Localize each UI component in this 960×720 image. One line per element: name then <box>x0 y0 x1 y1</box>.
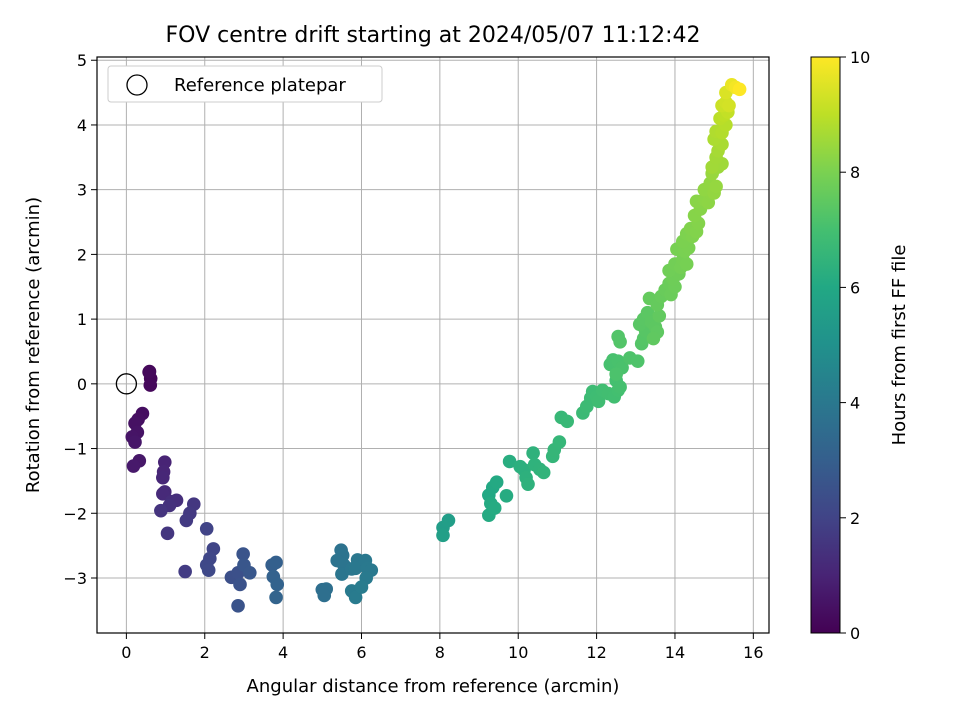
data-point <box>154 503 168 518</box>
data-point <box>233 577 247 592</box>
data-point <box>560 414 575 429</box>
data-point <box>348 590 363 605</box>
legend-marker-reference <box>126 74 148 96</box>
chart-title: FOV centre drift starting at 2024/05/07 … <box>166 23 701 48</box>
legend-box <box>107 65 383 103</box>
data-point <box>243 566 257 580</box>
colorbar-tick-label: 4 <box>850 394 860 413</box>
x-tick-label: 0 <box>121 643 131 662</box>
data-point <box>526 446 540 460</box>
x-axis-label: Angular distance from reference (arcmin) <box>247 676 620 697</box>
colorbar-ticks: 0 2 4 6 8 10 <box>840 48 870 643</box>
y-axis-label: Rotation from reference (arcmin) <box>23 197 44 493</box>
x-tick-label: 10 <box>508 643 528 662</box>
data-point <box>236 547 250 561</box>
x-tick-label: 6 <box>356 643 366 662</box>
data-point <box>722 98 736 113</box>
colorbar-tick-label: 8 <box>850 163 860 182</box>
data-point <box>613 334 627 349</box>
data-point <box>441 513 456 528</box>
data-point <box>231 599 245 613</box>
y-tick-label: 1 <box>77 310 87 329</box>
grid <box>97 57 769 633</box>
colorbar-gradient <box>810 56 841 634</box>
colorbar: 0 2 4 6 8 10 Hours from first FF file <box>810 48 910 643</box>
y-tick-label: 3 <box>77 181 87 200</box>
data-points <box>115 78 747 613</box>
legend: Reference platepar <box>107 65 383 103</box>
data-point <box>128 435 142 449</box>
data-point <box>269 555 283 570</box>
data-point <box>487 501 502 515</box>
data-point <box>521 477 535 491</box>
y-tick-label: 2 <box>77 245 87 264</box>
data-point <box>499 488 514 503</box>
data-point <box>156 470 170 485</box>
data-point <box>178 564 192 579</box>
data-point <box>160 526 175 541</box>
data-point <box>709 179 723 194</box>
y-tick-label: −3 <box>63 569 87 588</box>
colorbar-tick-label: 0 <box>850 624 860 643</box>
colorbar-tick-label: 6 <box>850 278 860 297</box>
y-tick-label: −1 <box>63 440 87 459</box>
y-tick-label: −2 <box>63 504 87 523</box>
data-point <box>179 513 194 528</box>
data-point <box>552 435 567 449</box>
x-tick-label: 4 <box>278 643 288 662</box>
reference-platepar-marker <box>115 373 138 395</box>
colorbar-label: Hours from first FF file <box>889 245 910 446</box>
data-point <box>609 367 623 381</box>
x-tick-label: 12 <box>586 643 606 662</box>
data-point <box>143 378 158 392</box>
plot-frame <box>96 56 770 634</box>
data-point <box>732 82 747 97</box>
data-point <box>269 590 283 605</box>
data-point <box>142 365 156 379</box>
data-point <box>201 563 216 578</box>
data-point <box>126 459 141 473</box>
x-tick-label: 2 <box>200 643 210 662</box>
legend-label-reference: Reference platepar <box>174 75 346 96</box>
data-point <box>199 522 214 536</box>
colorbar-tick-label: 2 <box>850 509 860 528</box>
colorbar-tick-label: 10 <box>850 48 870 67</box>
data-point <box>646 331 661 346</box>
data-point <box>436 528 450 543</box>
data-point <box>591 394 606 409</box>
data-point <box>536 465 551 480</box>
data-point <box>354 580 369 594</box>
x-tick-label: 14 <box>665 643 685 662</box>
y-tick-label: 0 <box>77 375 87 394</box>
x-tick-label: 16 <box>743 643 763 662</box>
data-point <box>652 309 667 323</box>
data-point <box>489 475 504 490</box>
y-tick-label: 4 <box>77 116 87 135</box>
data-point <box>317 588 332 603</box>
data-point <box>270 577 285 592</box>
data-point <box>348 561 363 576</box>
data-point <box>613 380 627 394</box>
data-point <box>630 354 645 368</box>
x-tick-label: 8 <box>435 643 445 662</box>
data-point <box>502 454 517 469</box>
data-point <box>156 487 170 501</box>
y-tick-label: 5 <box>77 51 87 70</box>
data-point <box>679 257 694 271</box>
